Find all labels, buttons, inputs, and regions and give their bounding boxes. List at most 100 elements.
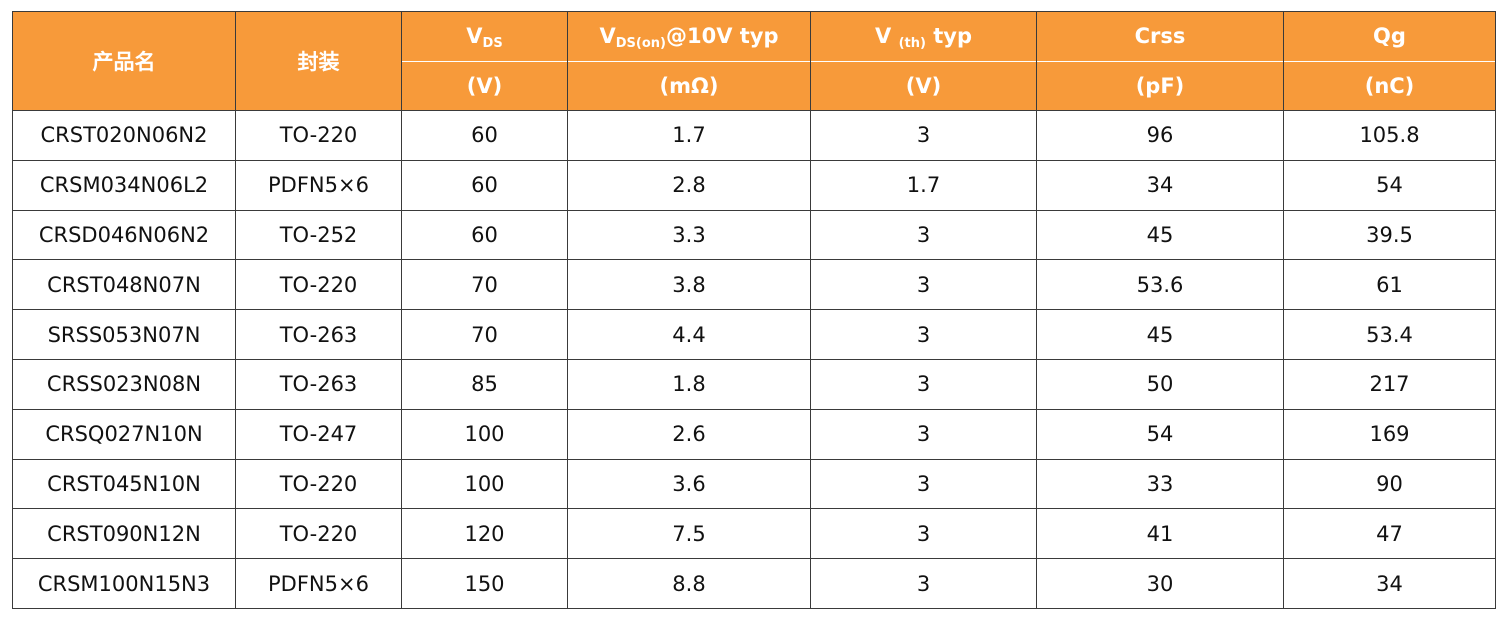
cell-crss: 34 bbox=[1036, 159, 1284, 211]
cell-rds-on: 1.8 bbox=[567, 358, 811, 410]
header-crss: Crss bbox=[1036, 11, 1284, 61]
header-vth-sub: (th) bbox=[898, 36, 926, 52]
cell-rds-on: 8.8 bbox=[567, 558, 811, 609]
cell-vth: 3 bbox=[810, 110, 1037, 161]
unit-vth: (V) bbox=[810, 60, 1037, 111]
cell-vth: 3 bbox=[810, 259, 1037, 311]
header-vds-main: V bbox=[466, 24, 483, 49]
cell-qg: 53.4 bbox=[1283, 309, 1496, 360]
cell-package: TO-220 bbox=[235, 259, 402, 311]
cell-crss: 41 bbox=[1036, 508, 1284, 560]
cell-crss: 53.6 bbox=[1036, 259, 1284, 311]
cell-vth: 3 bbox=[810, 408, 1037, 460]
header-vth: V (th) typ bbox=[810, 11, 1037, 61]
cell-qg: 169 bbox=[1283, 408, 1496, 460]
cell-rds-on: 7.5 bbox=[567, 508, 811, 560]
cell-vth: 3 bbox=[810, 558, 1037, 609]
header-row-units: (V) (mΩ) (V) (pF) (nC) bbox=[13, 60, 1496, 111]
header-vds-sub: DS bbox=[482, 36, 503, 52]
cell-product-name: CRST020N06N2 bbox=[12, 110, 236, 161]
table-row: CRST020N06N2 TO-220 60 1.7 3 96 105.8 bbox=[12, 110, 1496, 161]
header-product-name: 产品名 bbox=[12, 11, 236, 111]
cell-rds-on: 4.4 bbox=[567, 309, 811, 360]
cell-rds-on: 1.7 bbox=[567, 110, 811, 161]
cell-package: TO-220 bbox=[235, 110, 402, 161]
header-qg: Qg bbox=[1283, 11, 1496, 61]
cell-crss: 96 bbox=[1036, 110, 1284, 161]
cell-vth: 3 bbox=[810, 358, 1037, 410]
header-vth-main: V bbox=[874, 24, 899, 49]
cell-product-name: CRSM100N15N3 bbox=[12, 558, 236, 609]
cell-vds: 70 bbox=[401, 309, 568, 360]
header-rds-sub: DS(on) bbox=[615, 36, 666, 52]
cell-crss: 50 bbox=[1036, 358, 1284, 410]
cell-qg: 105.8 bbox=[1283, 110, 1496, 161]
cell-product-name: CRSQ027N10N bbox=[12, 408, 236, 460]
cell-package: TO-263 bbox=[235, 309, 402, 360]
cell-vds: 60 bbox=[401, 209, 568, 261]
cell-qg: 34 bbox=[1283, 558, 1496, 609]
cell-vds: 70 bbox=[401, 259, 568, 311]
cell-vth: 3 bbox=[810, 458, 1037, 510]
cell-crss: 45 bbox=[1036, 309, 1284, 360]
cell-rds-on: 3.8 bbox=[567, 259, 811, 311]
unit-vds: (V) bbox=[401, 60, 568, 111]
mosfet-spec-table-container: 产品名 封装 VDS VDS(on)@10V typ V (th) typ Cr… bbox=[12, 11, 1496, 609]
header-rds-rest: @10V typ bbox=[665, 24, 779, 49]
cell-product-name: CRST048N07N bbox=[12, 259, 236, 311]
table-row: CRST090N12N TO-220 120 7.5 3 41 47 bbox=[12, 508, 1496, 560]
cell-qg: 39.5 bbox=[1283, 209, 1496, 261]
cell-vds: 100 bbox=[401, 458, 568, 510]
cell-product-name: CRST045N10N bbox=[12, 458, 236, 510]
cell-vds: 85 bbox=[401, 358, 568, 410]
cell-package: PDFN5×6 bbox=[235, 159, 402, 211]
cell-crss: 30 bbox=[1036, 558, 1284, 609]
table-header: 产品名 封装 VDS VDS(on)@10V typ V (th) typ Cr… bbox=[12, 11, 1496, 111]
cell-package: PDFN5×6 bbox=[235, 558, 402, 609]
table-row: CRSD046N06N2 TO-252 60 3.3 3 45 39.5 bbox=[12, 209, 1496, 261]
unit-crss: (pF) bbox=[1036, 60, 1284, 111]
cell-product-name: CRSD046N06N2 bbox=[12, 209, 236, 261]
cell-vds: 60 bbox=[401, 159, 568, 211]
cell-package: TO-220 bbox=[235, 458, 402, 510]
cell-package: TO-252 bbox=[235, 209, 402, 261]
cell-vds: 60 bbox=[401, 110, 568, 161]
cell-package: TO-220 bbox=[235, 508, 402, 560]
cell-package: TO-263 bbox=[235, 358, 402, 410]
table-row: CRST048N07N TO-220 70 3.8 3 53.6 61 bbox=[12, 259, 1496, 311]
cell-package: TO-247 bbox=[235, 408, 402, 460]
table-row: CRSS023N08N TO-263 85 1.8 3 50 217 bbox=[12, 358, 1496, 410]
cell-vds: 150 bbox=[401, 558, 568, 609]
cell-crss: 33 bbox=[1036, 458, 1284, 510]
header-vds: VDS bbox=[401, 11, 568, 61]
cell-vds: 100 bbox=[401, 408, 568, 460]
table-row: CRSM034N06L2 PDFN5×6 60 2.8 1.7 34 54 bbox=[12, 159, 1496, 211]
unit-rds-on: (mΩ) bbox=[567, 60, 811, 111]
cell-vds: 120 bbox=[401, 508, 568, 560]
cell-crss: 54 bbox=[1036, 408, 1284, 460]
mosfet-spec-table: 产品名 封装 VDS VDS(on)@10V typ V (th) typ Cr… bbox=[12, 11, 1496, 609]
cell-rds-on: 3.6 bbox=[567, 458, 811, 510]
table-row: CRST045N10N TO-220 100 3.6 3 33 90 bbox=[12, 458, 1496, 510]
cell-rds-on: 2.8 bbox=[567, 159, 811, 211]
cell-crss: 45 bbox=[1036, 209, 1284, 261]
cell-qg: 47 bbox=[1283, 508, 1496, 560]
cell-rds-on: 3.3 bbox=[567, 209, 811, 261]
cell-qg: 61 bbox=[1283, 259, 1496, 311]
cell-product-name: CRST090N12N bbox=[12, 508, 236, 560]
cell-vth: 3 bbox=[810, 309, 1037, 360]
cell-product-name: CRSS023N08N bbox=[12, 358, 236, 410]
header-rds-on: VDS(on)@10V typ bbox=[567, 11, 811, 61]
cell-product-name: CRSM034N06L2 bbox=[12, 159, 236, 211]
table-body: CRST020N06N2 TO-220 60 1.7 3 96 105.8 CR… bbox=[12, 110, 1496, 609]
cell-vth: 3 bbox=[810, 209, 1037, 261]
cell-qg: 90 bbox=[1283, 458, 1496, 510]
header-vth-rest: typ bbox=[925, 24, 972, 49]
cell-vth: 1.7 bbox=[810, 159, 1037, 211]
cell-qg: 54 bbox=[1283, 159, 1496, 211]
table-row: SRSS053N07N TO-263 70 4.4 3 45 53.4 bbox=[12, 309, 1496, 360]
unit-qg: (nC) bbox=[1283, 60, 1496, 111]
header-rds-main: V bbox=[599, 24, 616, 49]
header-package: 封装 bbox=[235, 11, 402, 111]
cell-rds-on: 2.6 bbox=[567, 408, 811, 460]
